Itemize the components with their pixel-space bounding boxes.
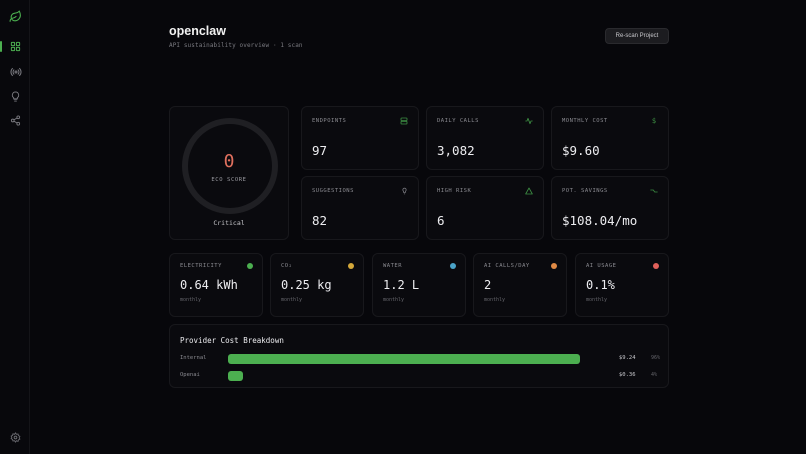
stat-value: $9.60 bbox=[562, 143, 600, 158]
stat-value: $108.04/mo bbox=[562, 213, 638, 228]
env-period: monthly bbox=[180, 297, 202, 303]
env-value: 0.64 kWh bbox=[180, 278, 238, 292]
env-card-co2: CO₂ 0.25 kg monthly bbox=[270, 253, 364, 317]
stat-value: 82 bbox=[312, 213, 328, 228]
env-period: monthly bbox=[586, 297, 608, 303]
stat-label: ENDPOINTS bbox=[312, 118, 347, 124]
stat-value: 6 bbox=[437, 213, 445, 228]
stat-card-suggestions: SUGGESTIONS 82 bbox=[301, 176, 419, 240]
provider-percent: 96% bbox=[651, 355, 661, 361]
main-content: openclaw API sustainability overview · 1… bbox=[30, 0, 806, 454]
provider-cost-title: Provider Cost Breakdown bbox=[180, 336, 284, 345]
stat-card-monthly-cost: MONTHLY COST $ $9.60 bbox=[551, 106, 669, 170]
active-indicator bbox=[0, 41, 2, 52]
env-period: monthly bbox=[383, 297, 405, 303]
status-dot bbox=[450, 263, 456, 269]
activity-icon bbox=[524, 116, 534, 126]
env-label: CO₂ bbox=[281, 263, 293, 269]
stat-label: MONTHLY COST bbox=[562, 118, 608, 124]
stat-card-high-risk: HIGH RISK 6 bbox=[426, 176, 544, 240]
eco-score-label: ECO SCORE bbox=[211, 177, 247, 183]
status-dot bbox=[247, 263, 253, 269]
provider-row: Internal $9.24 96% bbox=[180, 354, 661, 364]
server-icon bbox=[399, 116, 409, 126]
provider-percent: 4% bbox=[651, 372, 658, 378]
status-dot bbox=[551, 263, 557, 269]
env-label: WATER bbox=[383, 263, 403, 269]
warning-triangle-icon bbox=[524, 186, 534, 196]
sidebar bbox=[0, 0, 30, 454]
provider-cost: $0.36 bbox=[619, 372, 636, 378]
eco-score-card: 0 ECO SCORE Critical bbox=[169, 106, 289, 240]
env-card-ai-calls: AI CALLS/DAY 2 monthly bbox=[473, 253, 567, 317]
eco-score-status: Critical bbox=[213, 219, 245, 227]
env-label: ELECTRICITY bbox=[180, 263, 222, 269]
provider-cost-card: Provider Cost Breakdown Internal $9.24 9… bbox=[169, 324, 669, 388]
stat-card-daily-calls: DAILY CALLS 3,082 bbox=[426, 106, 544, 170]
trending-down-icon bbox=[649, 186, 659, 196]
stat-card-endpoints: ENDPOINTS 97 bbox=[301, 106, 419, 170]
eco-score-value: 0 bbox=[223, 151, 235, 172]
env-card-ai-usage: AI USAGE 0.1% monthly bbox=[575, 253, 669, 317]
env-card-water: WATER 1.2 L monthly bbox=[372, 253, 466, 317]
env-value: 0.25 kg bbox=[281, 278, 332, 292]
stat-label: POT. SAVINGS bbox=[562, 188, 608, 194]
eco-score-ring bbox=[182, 118, 278, 214]
stat-label: HIGH RISK bbox=[437, 188, 472, 194]
provider-name: Internal bbox=[180, 355, 207, 361]
env-card-electricity: ELECTRICITY 0.64 kWh monthly bbox=[169, 253, 263, 317]
dollar-icon: $ bbox=[651, 117, 657, 125]
settings-gear-icon[interactable] bbox=[8, 430, 23, 445]
provider-cost-bar bbox=[228, 371, 243, 381]
page-subtitle: API sustainability overview · 1 scan bbox=[169, 42, 303, 49]
lightbulb-icon bbox=[399, 186, 409, 196]
stat-label: SUGGESTIONS bbox=[312, 188, 354, 194]
share-graph-icon[interactable] bbox=[8, 113, 23, 128]
provider-name: Openai bbox=[180, 372, 200, 378]
env-value: 0.1% bbox=[586, 278, 615, 292]
status-dot bbox=[653, 263, 659, 269]
lightbulb-icon[interactable] bbox=[8, 89, 23, 104]
dashboard-grid-icon[interactable] bbox=[8, 39, 23, 54]
env-period: monthly bbox=[484, 297, 506, 303]
status-dot bbox=[348, 263, 354, 269]
env-value: 2 bbox=[484, 278, 492, 292]
logo-leaf-icon[interactable] bbox=[8, 9, 23, 24]
rescan-project-button[interactable]: Re-scan Project bbox=[605, 28, 669, 44]
provider-cost-bar bbox=[228, 354, 580, 364]
env-period: monthly bbox=[281, 297, 303, 303]
stat-value: 97 bbox=[312, 143, 328, 158]
provider-cost: $9.24 bbox=[619, 355, 636, 361]
env-value: 1.2 L bbox=[383, 278, 420, 292]
broadcast-icon[interactable] bbox=[8, 64, 23, 79]
env-label: AI CALLS/DAY bbox=[484, 263, 530, 269]
provider-row: Openai $0.36 4% bbox=[180, 371, 658, 381]
env-label: AI USAGE bbox=[586, 263, 617, 269]
stat-card-potential-savings: POT. SAVINGS $108.04/mo bbox=[551, 176, 669, 240]
stat-value: 3,082 bbox=[437, 143, 475, 158]
stat-label: DAILY CALLS bbox=[437, 118, 479, 124]
page-title: openclaw bbox=[169, 24, 226, 38]
